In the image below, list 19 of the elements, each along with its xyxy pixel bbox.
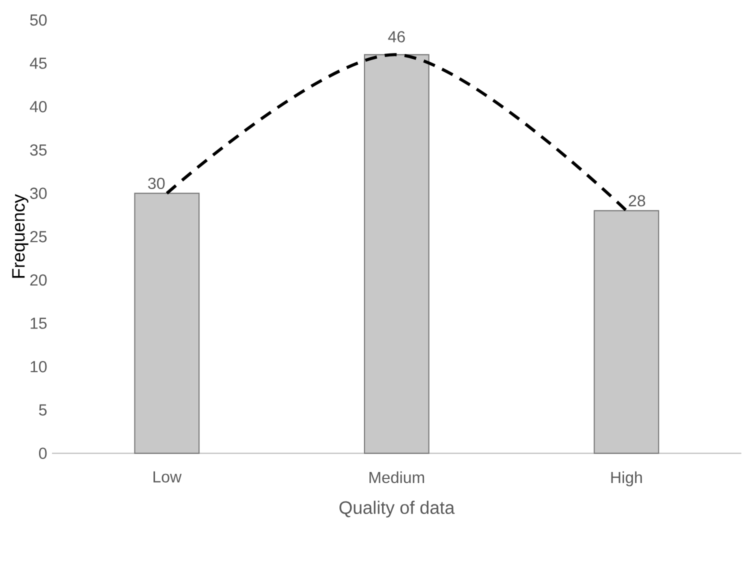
x-tick-label: Low <box>154 471 182 482</box>
y-tick-label: 20 <box>30 274 47 286</box>
data-label: 46 <box>388 30 405 42</box>
y-tick-label: 10 <box>30 360 47 372</box>
y-tick-label: 30 <box>30 188 47 199</box>
y-tick-label: 40 <box>30 100 47 112</box>
y-tick-label: 0 <box>39 448 47 459</box>
data-label: 30 <box>148 178 165 189</box>
y-tick-label: 35 <box>30 144 47 156</box>
y-tick-label: 25 <box>30 230 47 242</box>
y-tick-label: 5 <box>39 404 47 416</box>
data-label: 28 <box>628 194 646 206</box>
y-tick-label: 50 <box>30 14 47 26</box>
y-tick-label: 45 <box>30 58 47 69</box>
x-tick-label: Medium <box>370 471 424 483</box>
x-axis-title: Quality of data <box>339 500 455 518</box>
x-tick-label: High <box>611 471 642 486</box>
y-axis-title: Frequency <box>12 194 28 278</box>
y-tick-label: 15 <box>30 318 47 329</box>
